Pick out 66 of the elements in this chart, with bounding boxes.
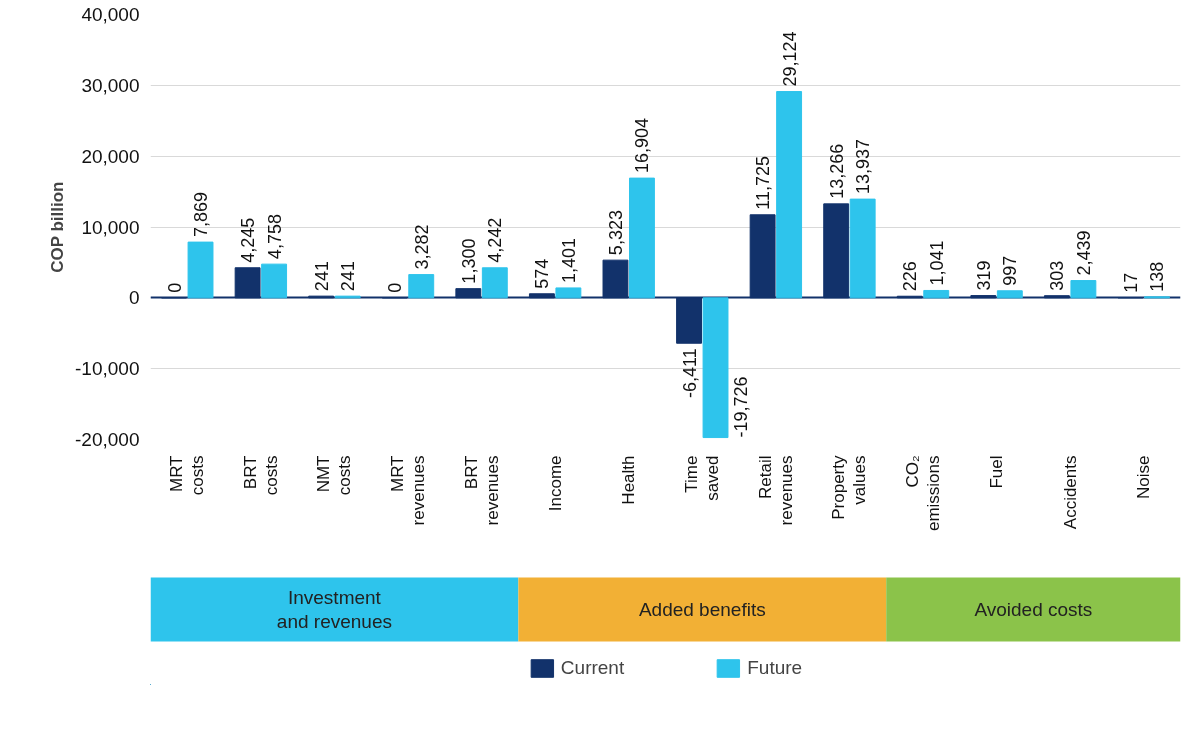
data-label: 574 <box>532 258 553 289</box>
text: Avoided costs <box>974 599 1093 620</box>
data-label: 303 <box>1047 260 1068 291</box>
data-label: 7,869 <box>191 192 212 238</box>
bar <box>261 263 288 299</box>
x-tick-label: Noise <box>1134 455 1154 499</box>
data-label: 997 <box>1000 255 1021 286</box>
y-axis-title: COP billion <box>48 181 68 273</box>
data-label: 241 <box>311 261 332 292</box>
bar <box>187 241 214 299</box>
bar <box>629 177 655 299</box>
y-tick-label: -10,000 <box>75 358 140 380</box>
bar <box>849 198 876 299</box>
data-label: 11,725 <box>753 156 774 210</box>
x-tick-label: Fuel <box>987 455 1007 489</box>
data-label: 1,041 <box>926 240 947 286</box>
x-tick-label: Retail revenues <box>755 455 796 526</box>
data-label: 226 <box>900 261 921 292</box>
y-tick-label: 0 <box>128 287 140 309</box>
x-tick-label: CO₂ emissions <box>903 455 943 532</box>
y-tick-label: 30,000 <box>81 74 140 96</box>
x-tick-label: MRT costs <box>167 455 208 496</box>
bar <box>1070 280 1097 299</box>
x-tick-label: Property values <box>829 455 870 520</box>
data-label: 4,758 <box>264 214 285 260</box>
legend-label: Current <box>560 657 625 679</box>
data-label: 241 <box>338 261 359 292</box>
bar <box>702 297 729 439</box>
data-label: -6,411 <box>679 348 700 398</box>
bar <box>776 91 803 299</box>
x-tick-label: MRT revenues <box>388 455 428 526</box>
bar <box>555 287 582 299</box>
x-tick-label: Health <box>619 455 639 505</box>
text: Investment and revenues <box>276 587 393 632</box>
x-tick-label: Accidents <box>1060 455 1080 530</box>
data-label: 2,439 <box>1073 230 1094 276</box>
data-label: 29,124 <box>779 31 800 87</box>
x-tick-label: Income <box>545 455 565 512</box>
data-label: 1,300 <box>458 238 479 284</box>
x-tick-label: BRT costs <box>240 455 281 496</box>
bar <box>408 274 435 299</box>
legend-label: Future <box>747 657 803 679</box>
data-label: 319 <box>973 260 994 291</box>
y-tick-label: 40,000 <box>81 4 140 25</box>
data-label: 16,904 <box>632 118 653 174</box>
y-tick-label: 20,000 <box>81 145 140 167</box>
x-tick-label: Time saved <box>682 455 723 501</box>
y-tick-label: -20,000 <box>75 429 140 450</box>
data-label: 13,937 <box>853 139 874 195</box>
data-label: 17 <box>1120 272 1141 293</box>
y-tick-label: 10,000 <box>81 216 140 238</box>
bar <box>481 267 508 299</box>
data-label: 4,242 <box>485 217 506 263</box>
x-tick-label: NMT costs <box>314 455 355 496</box>
data-label: 4,245 <box>238 217 259 263</box>
data-label: 138 <box>1147 261 1168 292</box>
bar <box>996 290 1023 299</box>
data-label: 13,266 <box>826 143 847 199</box>
data-label: 0 <box>385 282 406 293</box>
data-label: -19,726 <box>731 376 752 438</box>
data-label: 0 <box>164 282 185 293</box>
data-label: 3,282 <box>411 224 432 270</box>
text: Added benefits <box>638 599 766 620</box>
data-label: 5,323 <box>605 210 626 256</box>
data-label: 1,401 <box>558 237 579 283</box>
bar <box>923 289 950 299</box>
